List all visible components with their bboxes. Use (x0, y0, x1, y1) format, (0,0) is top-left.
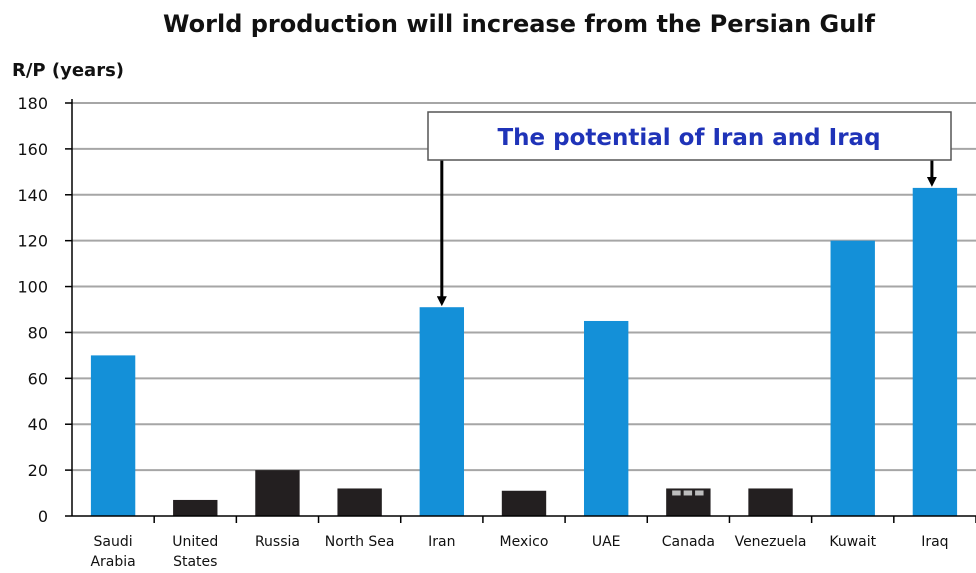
x-tick-label: North Sea (325, 534, 395, 550)
y-tick-label: 100 (17, 278, 48, 297)
y-tick-label: 60 (28, 369, 48, 388)
y-axis-ticks: 0 20 40 60 80 100 120 140 160 180 (17, 94, 72, 526)
bar-uae (583, 320, 629, 516)
annotation-text: The potential of Iran and Iraq (497, 125, 880, 151)
y-tick-label: 160 (17, 140, 48, 159)
bar-kuwait (830, 240, 875, 516)
x-tick-label: Kuwait (829, 534, 876, 550)
y-tick-label: 80 (28, 323, 48, 342)
annotation: The potential of Iran and Iraq (427, 111, 952, 307)
bar-iraq (912, 187, 958, 516)
x-tick-label: UAE (592, 534, 621, 550)
y-tick-label: 140 (17, 186, 48, 205)
annotation-box (427, 111, 952, 161)
x-tick-label: Mexico (500, 534, 549, 550)
x-tick-label: Iraq (921, 534, 948, 550)
x-axis-ticks: Saudi Arabia United States Russia North Sea Ir… (90, 516, 976, 570)
chart-title: World production will increase from the … (163, 10, 875, 38)
y-tick-label: 0 (38, 507, 48, 526)
y-tick-label: 180 (17, 94, 48, 113)
x-tick-label: Iran (428, 534, 455, 550)
bar-saudi-arabia (90, 355, 136, 516)
bar-hatch (672, 490, 681, 496)
gridlines (72, 102, 976, 472)
bar-russia (255, 470, 300, 516)
x-axis (71, 99, 976, 517)
bar-iran (419, 307, 465, 516)
bar-united-states (173, 499, 218, 516)
x-tick-label: Canada (662, 534, 715, 550)
bar-hatch (695, 490, 704, 496)
bar-hatch (683, 490, 693, 496)
y-tick-label: 20 (28, 461, 48, 480)
x-tick-label: Saudi Arabia (90, 534, 135, 570)
x-tick-label: United States (172, 534, 218, 570)
bar-mexico (501, 490, 547, 516)
y-tick-label: 40 (28, 415, 48, 434)
y-tick-label: 120 (17, 232, 48, 251)
bar-north-sea (337, 488, 382, 516)
x-tick-label: Russia (255, 534, 300, 550)
x-tick-label: Venezuela (735, 534, 807, 550)
bars (90, 187, 958, 516)
y-axis-label: R/P (years) (12, 60, 124, 81)
bar-venezuela (748, 488, 793, 516)
